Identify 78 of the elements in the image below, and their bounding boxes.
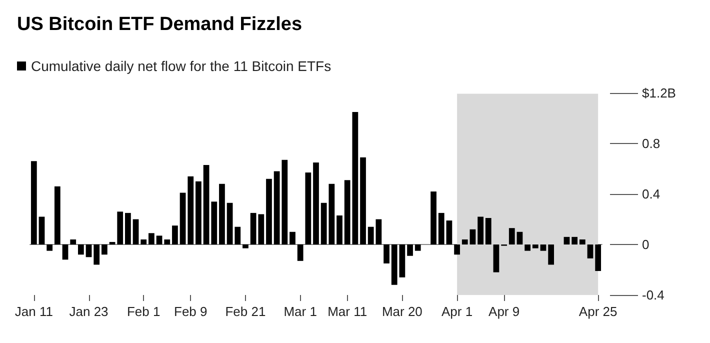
bar [587,244,594,258]
bar [140,239,147,244]
bar [564,236,570,244]
bar [595,244,602,272]
bar [485,218,492,244]
bar [30,161,37,244]
bar [117,212,124,244]
bar [305,172,312,244]
bar [102,244,108,255]
bar [532,244,538,248]
bar [572,236,578,244]
y-tick-label: 0 [642,237,650,252]
bar [180,192,186,244]
bar [360,157,366,244]
x-tick-label: Jan 23 [69,304,108,319]
y-tick-label: 0.4 [642,186,660,202]
bar [266,178,272,244]
x-tick-label: Jan 11 [14,304,53,319]
bar [234,226,241,244]
bar [493,244,500,272]
bar [446,220,452,244]
bar [196,181,202,244]
bar [54,186,60,244]
bar [478,216,484,244]
x-tick-label: Mar 11 [328,304,368,319]
bar [203,164,210,244]
chart-title: US Bitcoin ETF Demand Fizzles [17,14,302,35]
bar [172,226,178,244]
y-tick-label: 0.8 [642,136,660,151]
bar [86,244,92,258]
bar [384,244,390,264]
x-tick-label: Mar 20 [382,304,422,319]
bar [290,232,296,244]
bar [470,229,476,244]
x-tick-label: Apr 9 [488,304,520,319]
x-tick-label: Apr 25 [578,304,618,319]
x-tick-label: Apr 1 [442,304,473,319]
bar [226,202,233,244]
bar [70,239,76,244]
bar [219,184,225,244]
bar [407,244,413,256]
bar [132,219,139,244]
bar [540,244,546,251]
bar [148,233,154,244]
bar [156,236,162,244]
bar [94,244,100,265]
bar [164,239,170,244]
y-tick-label: -0.4 [642,288,664,302]
x-tick-label: Feb 1 [126,304,160,319]
bar [38,216,45,244]
bar [438,212,444,244]
bar [548,244,554,265]
bar [516,232,523,244]
bar [125,212,131,244]
y-tick-label: $1.2B [642,86,676,100]
x-tick-label: Feb 21 [225,304,266,319]
bar [336,215,342,244]
bar [62,244,68,260]
bar [430,191,436,244]
bar [508,228,515,244]
bar [462,239,468,244]
legend-label: Cumulative daily net flow for the 11 Bitcoin ETFs [31,58,332,74]
x-tick-label: Feb 9 [174,304,208,319]
bar [524,244,530,251]
bar [399,244,406,278]
bar [46,244,53,251]
bar [414,244,421,251]
bar [391,244,398,285]
bar [188,176,194,244]
bar [78,244,84,255]
bar [579,239,586,244]
bar [242,244,248,248]
bar [313,162,319,244]
bar [454,244,460,255]
bar [297,244,304,261]
bar [211,202,218,244]
x-tick-label: Mar 1 [284,304,317,319]
bar [109,242,116,244]
